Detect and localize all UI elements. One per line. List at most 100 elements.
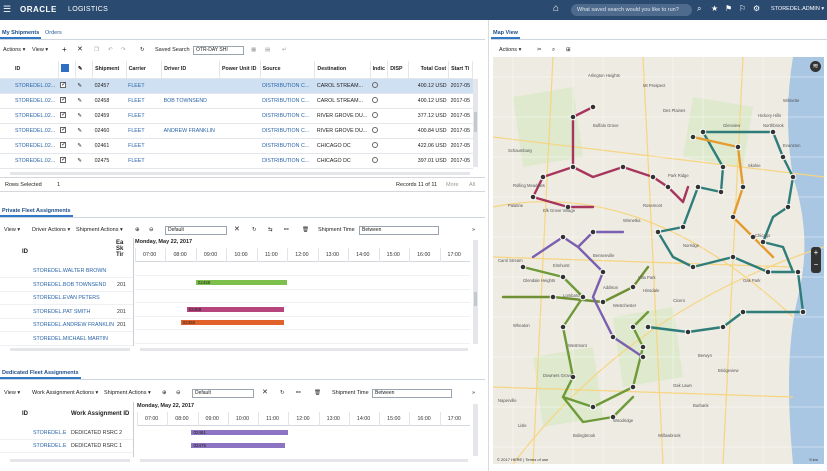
driver-name-link[interactable]: STOREDEL.EVAN PETERS (33, 295, 100, 301)
driver-row[interactable]: STOREDEL.PAT SMITH 201 (0, 306, 133, 319)
shipment-time-select[interactable]: Between (359, 226, 439, 235)
driver-name-link[interactable]: STOREDEL.PAT SMITH (33, 308, 91, 315)
user-menu[interactable]: STOREDEL.ADMIN ▾ (771, 6, 825, 12)
stop-marker[interactable] (579, 293, 587, 301)
edit-icon[interactable]: ✎ (75, 93, 93, 109)
layout-select[interactable]: Default (192, 389, 254, 398)
row-checkbox[interactable] (58, 78, 76, 94)
stop-marker[interactable] (719, 163, 727, 171)
tab-private-fleet-assignments[interactable]: Private Fleet Assignments (0, 206, 73, 217)
shipment-bar[interactable]: 02461 (191, 430, 289, 435)
list-horizontal-scrollbar[interactable] (10, 459, 130, 462)
stop-marker[interactable] (609, 333, 617, 341)
splitter[interactable] (133, 238, 134, 346)
shipment-id-link[interactable]: STOREDEL.02... (0, 153, 59, 169)
shipments-horizontal-scrollbar[interactable] (10, 172, 470, 175)
edit-icon[interactable]: ✎ (75, 78, 93, 94)
column-header-shipment[interactable]: Shipment (92, 61, 127, 79)
driver-link[interactable] (161, 138, 220, 154)
work-assignment-row[interactable]: STOREDEL.E DEDICATED RSRC 1 (0, 440, 133, 453)
tab-map-view[interactable]: Map View (491, 28, 520, 39)
stop-marker[interactable] (717, 188, 725, 196)
stop-marker[interactable] (644, 323, 652, 331)
stop-marker[interactable] (764, 268, 772, 276)
checkbox[interactable] (60, 96, 66, 103)
column-header-source[interactable]: Source (260, 61, 316, 79)
stop-marker[interactable] (589, 228, 597, 236)
stop-marker[interactable] (734, 143, 742, 151)
flag-icon[interactable]: ⚑ (725, 4, 733, 13)
expand-icon[interactable]: » (472, 227, 476, 233)
carrier-link[interactable]: FLEET (126, 123, 162, 139)
refresh-icon[interactable]: ↻ (280, 390, 285, 396)
shipment-id-link[interactable]: STOREDEL.02... (0, 78, 59, 94)
stop-marker[interactable] (789, 173, 797, 181)
search-icon[interactable]: ⌕ (697, 4, 702, 13)
grid-icon[interactable]: ▦ (251, 47, 257, 53)
extra-header[interactable]: Ea Sk Tir (116, 240, 124, 258)
column-header-power-unit-id[interactable]: Power Unit ID (219, 61, 261, 79)
driver-name-link[interactable]: STOREDEL.MICHAEL MARTIN (33, 335, 108, 342)
carrier-link[interactable]: FLEET (126, 138, 162, 154)
stop-marker[interactable] (589, 403, 597, 411)
resource-icon[interactable]: ⚯ (284, 227, 289, 233)
splitter[interactable] (133, 402, 134, 457)
shipment-actions-menu[interactable]: Shipment Actions ▾ (76, 227, 123, 233)
stop-marker[interactable] (629, 323, 637, 331)
saved-search-select[interactable]: OTR-DAY SHI (193, 46, 244, 55)
checkbox[interactable] (60, 111, 66, 118)
driver-link[interactable]: ANDREW FRANKLIN (161, 123, 220, 139)
stop-marker[interactable] (529, 193, 537, 201)
stop-marker[interactable] (599, 268, 607, 276)
source-link[interactable]: DISTRIBUTION C... (260, 138, 315, 154)
zoom-in-icon[interactable]: ⊕ (135, 227, 140, 233)
checkbox[interactable] (60, 81, 66, 88)
list-horizontal-scrollbar[interactable] (10, 348, 130, 351)
source-link[interactable]: DISTRIBUTION C... (260, 123, 315, 139)
resource-id-link[interactable]: STOREDEL.E (33, 443, 67, 449)
driver-name-link[interactable]: STOREDEL.WALTER BROWN (33, 268, 107, 274)
edit-icon[interactable]: ✎ (75, 153, 93, 169)
resource-id-link[interactable]: STOREDEL.E (33, 430, 67, 436)
add-icon[interactable]: + (62, 45, 67, 54)
redo-icon[interactable]: ↷ (121, 47, 126, 53)
tab-orders[interactable]: Orders (45, 30, 62, 36)
source-link[interactable]: DISTRIBUTION C... (260, 93, 315, 109)
id-header[interactable]: ID (22, 411, 28, 417)
stop-marker[interactable] (629, 383, 637, 391)
map-tool-icon[interactable]: ✂ (537, 47, 542, 53)
driver-link[interactable] (161, 78, 220, 94)
stop-marker[interactable] (794, 268, 802, 276)
carrier-link[interactable]: FLEET (126, 108, 162, 124)
work-assignment-header[interactable]: Work Assignment ID (71, 411, 130, 417)
announcements-icon[interactable]: ⚐ (739, 4, 747, 13)
home-icon[interactable]: ⌂ (553, 3, 560, 14)
copy-icon[interactable]: ❐ (94, 47, 99, 53)
checkbox[interactable] (60, 126, 66, 133)
map-stop-markers[interactable] (519, 103, 807, 421)
stop-marker[interactable] (619, 163, 627, 171)
expand-icon[interactable]: » (472, 390, 476, 396)
panel-splitter[interactable] (488, 20, 489, 471)
carrier-link[interactable]: FLEET (126, 78, 162, 94)
stop-marker[interactable] (664, 183, 672, 191)
assign-icon[interactable]: ⇆ (268, 227, 273, 233)
row-checkbox[interactable] (58, 93, 76, 109)
stop-marker[interactable] (689, 133, 697, 141)
map-canvas[interactable]: Arlington Heights Mt Prospect Des Plaines S… (493, 57, 824, 464)
stop-marker[interactable] (694, 183, 702, 191)
source-link[interactable]: DISTRIBUTION C... (260, 78, 315, 94)
view-menu[interactable]: View ▾ (4, 390, 21, 396)
map-layers-toggle-icon[interactable]: ⊞ (566, 47, 571, 53)
refresh-icon[interactable]: ↻ (252, 227, 257, 233)
delete-icon[interactable]: ✕ (77, 46, 83, 53)
map-search-icon[interactable]: ⌕ (552, 47, 556, 53)
checkbox[interactable] (60, 141, 66, 148)
map-view[interactable]: Arlington Heights Mt Prospect Des Plaines S… (493, 57, 824, 464)
shipment-id-link[interactable]: STOREDEL.02... (0, 108, 59, 124)
favorites-star-icon[interactable]: ★ (711, 4, 719, 13)
stop-marker[interactable] (609, 413, 617, 421)
shipment-id-link[interactable]: STOREDEL.02... (0, 123, 59, 139)
stop-marker[interactable] (679, 223, 687, 231)
